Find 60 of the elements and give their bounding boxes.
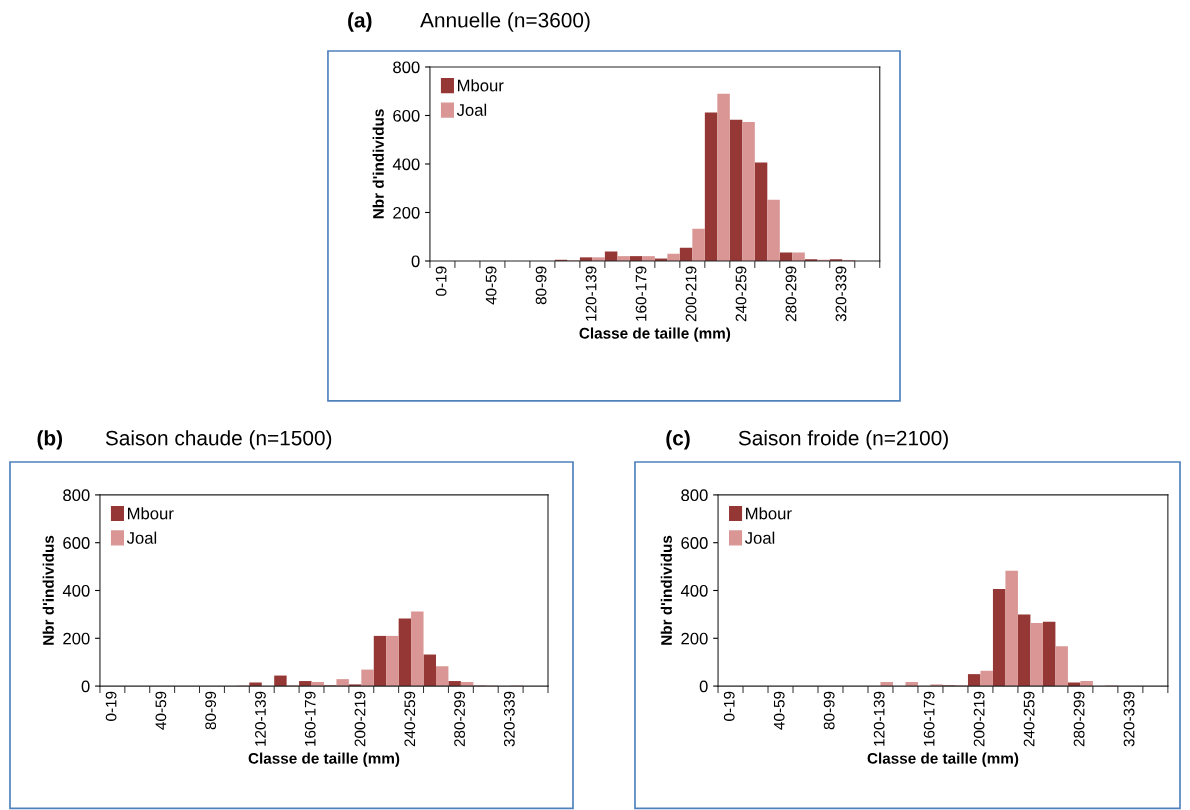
y-tick-label: 400 — [680, 584, 708, 597]
text: (b) — [37, 430, 63, 450]
x-tick-label: 120-139 — [255, 691, 266, 746]
legend-label: Joal — [456, 103, 487, 116]
x-tick-label: 320-339 — [835, 266, 847, 322]
x-tick-label: 320-339 — [1123, 691, 1135, 747]
x-axis-title: Classe de taille (mm) — [867, 752, 1019, 767]
chart-title: Saison chaude (n=1500) — [105, 430, 332, 450]
legend-label: Mbour — [746, 507, 792, 520]
x-tick-label: 200-219 — [685, 266, 697, 322]
x-tick-label: 200-219 — [354, 691, 366, 747]
x-tick-label: 40-59 — [485, 266, 497, 305]
x-tick-label: 160-179 — [304, 691, 316, 746]
x-tick-label: 160-179 — [923, 691, 935, 746]
x-axis-title: Classe de taille (mm) — [579, 327, 731, 342]
legend-label: Mbour — [457, 79, 504, 92]
text: (a) — [348, 12, 372, 32]
y-axis-title: Nbr d'individus — [372, 109, 384, 219]
x-tick-label: 240-259 — [735, 266, 747, 322]
x-tick-label: 240-259 — [404, 691, 416, 747]
x-tick-label: 280-299 — [1073, 691, 1085, 747]
x-tick-label: 0-19 — [723, 691, 735, 721]
x-tick-label: 160-179 — [635, 266, 647, 321]
y-tick-label: 0 — [411, 255, 420, 268]
x-tick-label: 40-59 — [155, 691, 167, 730]
y-tick-label: 800 — [681, 489, 708, 502]
y-tick-label: 200 — [681, 632, 708, 645]
x-tick-label: 120-139 — [585, 266, 597, 321]
text: (c) — [666, 430, 690, 450]
y-tick-label: 400 — [62, 584, 90, 597]
y-tick-label: 0 — [81, 680, 90, 693]
y-tick-label: 0 — [699, 680, 708, 693]
x-tick-label: 280-299 — [454, 691, 465, 747]
x-tick-label: 320-339 — [503, 691, 515, 747]
y-tick-label: 400 — [392, 158, 420, 171]
legend-label: Mbour — [127, 507, 174, 520]
y-tick-label: 600 — [393, 109, 420, 122]
y-axis-title: Nbr d'individus — [660, 535, 672, 645]
y-tick-label: 600 — [63, 537, 90, 549]
x-tick-label: 40-59 — [773, 691, 785, 730]
y-tick-label: 800 — [63, 489, 90, 502]
x-tick-label: 0-19 — [105, 691, 117, 721]
x-tick-label: 120-139 — [873, 691, 885, 746]
x-axis-title: Classe de taille (mm) — [248, 752, 400, 767]
x-tick-label: 80-99 — [823, 691, 835, 730]
legend-label: Joal — [126, 531, 157, 544]
y-tick-label: 200 — [393, 206, 420, 219]
chart-title: Annuelle (n=3600) — [420, 12, 590, 32]
x-tick-label: 240-259 — [1023, 691, 1035, 747]
y-tick-label: 600 — [681, 537, 708, 549]
y-tick-label: 200 — [63, 632, 90, 645]
y-axis-title: Nbr d'individus — [42, 535, 54, 645]
x-tick-label: 280-299 — [785, 266, 797, 322]
x-tick-label: 200-219 — [973, 691, 985, 747]
x-tick-label: 80-99 — [205, 691, 217, 730]
x-tick-label: 80-99 — [535, 266, 547, 305]
chart-title: Saison froide (n=2100) — [738, 430, 948, 450]
y-tick-label: 800 — [393, 61, 420, 74]
legend-label: Joal — [744, 531, 775, 544]
x-tick-label: 0-19 — [435, 266, 447, 296]
